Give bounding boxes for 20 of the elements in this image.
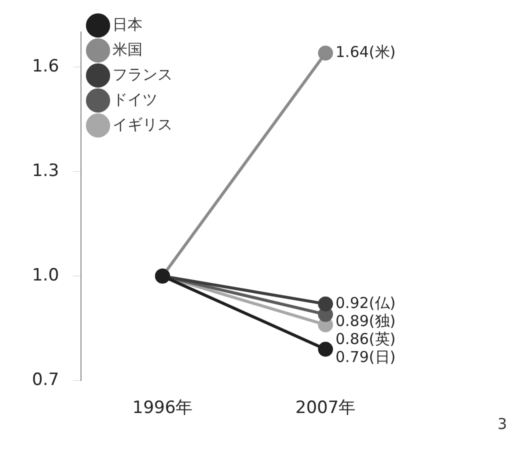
y-tick-label: 1.0 <box>32 266 60 286</box>
legend-label: ドイツ <box>112 90 158 108</box>
x-tick-label: 1996年 <box>132 398 193 418</box>
legend-label: イギリス <box>112 115 173 134</box>
y-tick-label: 1.6 <box>32 56 60 76</box>
point <box>318 46 334 61</box>
text: 3 <box>497 414 507 433</box>
point <box>318 296 334 312</box>
legend-label: 米国 <box>112 40 143 58</box>
data-label: 0.86(英) <box>336 330 396 348</box>
point <box>318 342 334 357</box>
data-label: 0.92(仏) <box>336 294 396 312</box>
data-label: 1.64(米) <box>336 42 396 61</box>
legend-label: 日本 <box>112 15 143 34</box>
data-label: 0.79(日) <box>336 348 396 366</box>
data-label: 0.89(独) <box>336 312 396 330</box>
y-tick-label: 0.7 <box>32 370 60 390</box>
x-tick-label: 2007年 <box>295 398 356 418</box>
y-tick-label: 1.3 <box>32 160 60 181</box>
legend-label: フランス <box>112 65 173 84</box>
